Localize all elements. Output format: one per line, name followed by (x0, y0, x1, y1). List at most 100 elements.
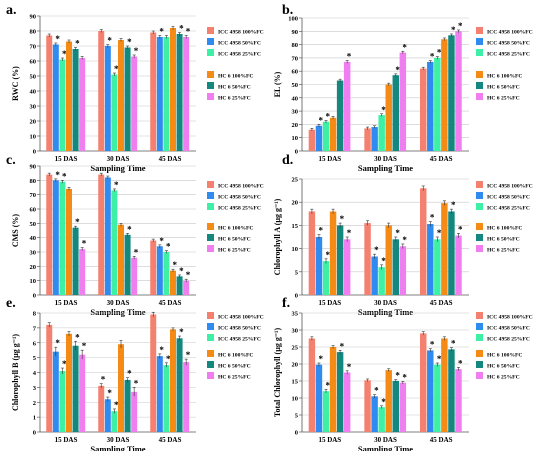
y-tick-label: 6 (33, 340, 37, 347)
legend-swatch (207, 71, 214, 78)
bar (420, 188, 427, 295)
panel-label: d. (282, 153, 293, 168)
significance-star: * (395, 228, 400, 238)
x-tick-label: 45 DAS (430, 155, 453, 163)
legend-label: ICC 4958 50%FC (487, 41, 530, 47)
y-tick-label: 50 (292, 82, 299, 89)
bar (98, 174, 105, 295)
significance-star: * (186, 27, 191, 37)
x-axis-title: Sampling Time (358, 163, 413, 173)
y-tick-label: 0 (295, 293, 298, 300)
bar (427, 350, 434, 432)
bar (385, 370, 392, 432)
legend-swatch (207, 93, 214, 100)
panel-label: f. (282, 296, 290, 311)
bar (322, 121, 330, 151)
legend-label: HC 6 25%FC (218, 248, 251, 254)
legend-label: HC 6 50%FC (218, 237, 251, 243)
significance-star: * (82, 239, 87, 249)
y-tick-label: 80 (292, 42, 299, 49)
bar (59, 371, 66, 432)
y-axis-title: EL (%) (273, 71, 282, 97)
y-axis-title: RWC (%) (11, 66, 20, 101)
legend-swatch (476, 361, 483, 368)
bar (46, 324, 53, 432)
bar (66, 41, 72, 151)
bar (322, 391, 330, 432)
legend-swatch (207, 234, 214, 241)
y-tick-label: 7 (33, 325, 37, 332)
x-axis-title: Sampling Time (90, 444, 145, 451)
significance-star: * (458, 21, 463, 31)
bar (434, 364, 441, 432)
bar (399, 246, 407, 295)
x-tick-label: 45 DAS (159, 155, 182, 163)
significance-star: * (114, 400, 119, 410)
bar (364, 128, 371, 151)
bar (52, 44, 59, 151)
bar (66, 188, 72, 295)
bar (371, 127, 378, 151)
significance-star: * (319, 115, 324, 125)
y-tick-label: 60 (30, 59, 37, 66)
y-tick-label: 20 (292, 122, 299, 129)
x-tick-label: 15 DAS (318, 299, 341, 307)
panel-label: b. (282, 3, 293, 18)
bar (104, 46, 111, 151)
significance-star: * (173, 260, 178, 270)
y-tick-label: 0 (295, 430, 298, 437)
bar (124, 47, 131, 151)
x-tick-label: 45 DAS (159, 299, 182, 307)
bar (118, 224, 124, 295)
significance-star: * (75, 332, 80, 342)
bar (336, 352, 344, 432)
y-axis-title: Total Chlorophyll (µg g⁻¹) (273, 328, 282, 418)
legend-swatch (476, 181, 483, 188)
significance-star: * (179, 266, 184, 276)
bar (329, 347, 337, 432)
legend-swatch (207, 27, 214, 34)
bar (420, 68, 427, 151)
y-tick-label: 30 (30, 104, 37, 111)
bar (427, 224, 434, 295)
bar (441, 39, 448, 151)
legend-label: ICC 4958 100%FC (487, 30, 533, 36)
legend-swatch (207, 334, 214, 341)
legend-swatch (207, 203, 214, 210)
y-tick-label: 20 (30, 264, 37, 271)
legend-label: HC 6 25%FC (487, 96, 520, 102)
significance-star: * (347, 52, 352, 62)
y-tick-label: 90 (30, 14, 37, 21)
legend-swatch (207, 181, 214, 188)
bar (336, 80, 344, 151)
legend-label: ICC 4958 100%FC (487, 184, 533, 190)
bar (79, 354, 86, 432)
bar (336, 225, 344, 295)
bar (371, 396, 378, 432)
y-tick-label: 0 (33, 293, 36, 300)
bar (156, 37, 163, 151)
legend-swatch (476, 245, 483, 252)
legend-label: ICC 4958 25%FC (487, 52, 530, 58)
bar (59, 59, 66, 151)
bar (308, 338, 316, 432)
significance-star: * (458, 358, 463, 368)
significance-star: * (430, 52, 435, 62)
bar (163, 252, 170, 295)
y-tick-label: 5 (295, 269, 299, 276)
bar (150, 240, 157, 295)
y-tick-label: 10 (292, 135, 299, 142)
y-tick-label: 25 (292, 177, 299, 184)
x-tick-label: 15 DAS (55, 155, 78, 163)
bar (131, 391, 138, 432)
y-tick-label: 90 (292, 29, 299, 36)
bar (343, 61, 351, 151)
bar (308, 129, 316, 151)
significance-star: * (75, 39, 80, 49)
y-tick-label: 0 (33, 430, 36, 437)
y-tick-label: 0 (33, 149, 36, 156)
significance-star: * (134, 378, 139, 388)
bar (392, 381, 400, 432)
